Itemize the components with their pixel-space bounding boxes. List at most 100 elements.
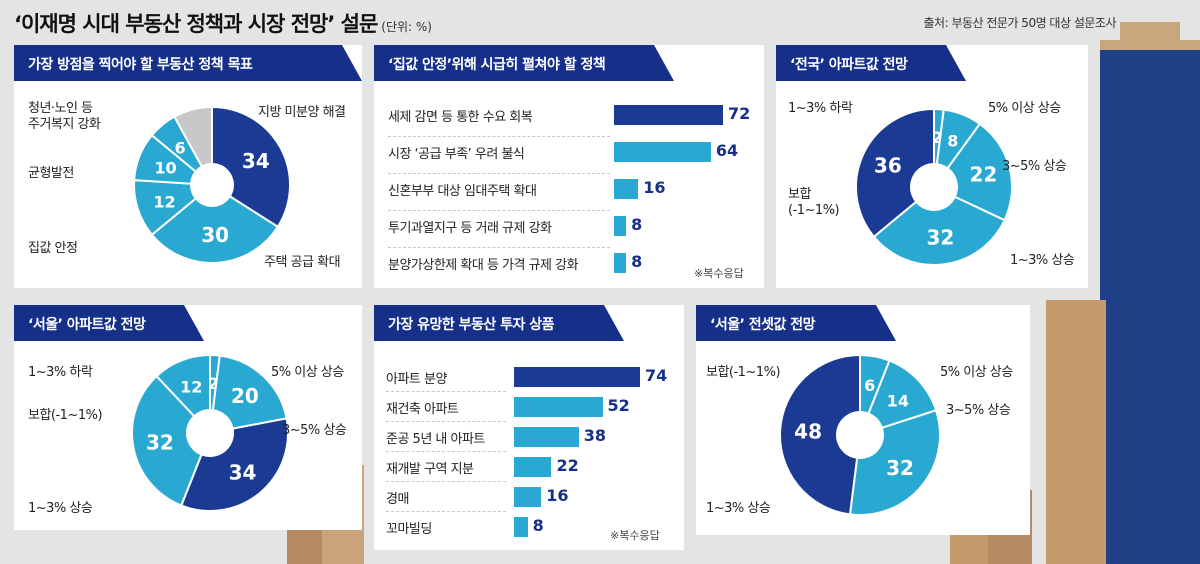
- pie-chart-policy-goal: 34 30 12 10 6: [133, 105, 291, 264]
- pie-value-label: 32: [146, 431, 174, 455]
- panel-investment: 가장 유망한 부동산 투자 상품 아파트 분양 74 재건축 아파트 52 준공 5년 …: [374, 305, 684, 550]
- panel-policy-goal: 가장 방점을 찍어야 할 부동산 정책 목표 34 30 12 10 6 청년·노인 등…: [14, 45, 362, 288]
- pie-chart-seoul-apt: 2 20 34 32 12: [131, 353, 289, 512]
- bar-value-label: 74: [645, 366, 668, 385]
- donut-hole: [836, 411, 884, 459]
- bar-category-label: 세제 감면 등 통한 수요 회복: [388, 110, 533, 125]
- label-price-stable: 집값 안정: [28, 241, 78, 256]
- bar: [514, 367, 640, 387]
- bar: [514, 517, 528, 537]
- label-up5: 5% 이상 상승: [940, 365, 1013, 380]
- pie-value-label: 6: [864, 376, 875, 395]
- panel-title: ‘서울’ 전셋값 전망: [696, 305, 896, 341]
- bar-separator: [386, 511, 506, 512]
- pie-value-label: 2: [932, 128, 943, 147]
- pie-value-label: 32: [926, 226, 954, 250]
- pie-slice: [872, 185, 1006, 266]
- donut-hole: [186, 409, 234, 457]
- bar-value-label: 8: [532, 516, 544, 535]
- pie-value-label: 30: [201, 223, 229, 247]
- pie-value-label: 48: [794, 420, 822, 444]
- label-up13: 1~3% 상승: [706, 501, 771, 516]
- label-up13: 1~3% 상승: [28, 501, 93, 516]
- label-flat: 보합(-1~1%): [706, 365, 781, 380]
- pie-value-label: 34: [229, 460, 257, 484]
- bar: [614, 179, 639, 199]
- label-flat-line2: (-1~1%): [788, 203, 840, 219]
- pie-value-label: 32: [886, 456, 914, 480]
- pie-chart-seoul-jeonse: 6 14 32 48: [779, 353, 941, 516]
- bar-value-label: 8: [631, 252, 643, 271]
- bar-separator: [388, 136, 610, 137]
- page-title: ‘이재명 시대 부동산 정책과 시장 전망’ 설문 (단위: %): [14, 8, 432, 38]
- bar-category-label: 꼬마빌딩: [386, 522, 432, 537]
- bar-value-label: 22: [556, 456, 579, 475]
- panel-title: ‘서울’ 아파트값 전망: [14, 305, 204, 341]
- pie-slice: [131, 374, 212, 507]
- panel-national-apt: ‘전국’ 아파트값 전망 2 8 22 32 36 1~3% 하락 5% 이상 상승 3…: [776, 45, 1088, 288]
- bar-separator: [388, 210, 610, 211]
- bar-value-label: 38: [583, 426, 606, 445]
- donut-hole: [910, 163, 958, 211]
- bar-category-label: 재개발 구역 지분: [386, 462, 474, 477]
- bar: [614, 142, 711, 162]
- bar: [614, 253, 627, 273]
- pie-slice: [779, 353, 861, 516]
- pie-value-label: 12: [180, 378, 202, 397]
- bar: [614, 216, 627, 236]
- pie-value-label: 12: [153, 192, 175, 211]
- panel-seoul-apt: ‘서울’ 아파트값 전망 2 20 34 32 12 1~3% 하락 보합(-1~1%)…: [14, 305, 362, 530]
- panel-urgent-policy: ‘집값 안정’위해 시급히 펼쳐야 할 정책 세제 감면 등 통한 수요 회복 7…: [374, 45, 764, 288]
- panel-title: 가장 방점을 찍어야 할 부동산 정책 목표: [14, 45, 362, 81]
- bar-category-label: 경매: [386, 492, 409, 507]
- bar-value-label: 72: [727, 104, 751, 123]
- pie-slice: [208, 354, 288, 435]
- bar-separator: [388, 173, 610, 174]
- bar: [514, 487, 542, 507]
- label-down: 1~3% 하락: [788, 101, 853, 116]
- pie-slice: [855, 107, 935, 239]
- bar-value-label: 8: [631, 215, 643, 234]
- bar-category-label: 분양가상한제 확대 등 가격 규제 강화: [388, 258, 579, 273]
- label-up5: 5% 이상 상승: [988, 101, 1061, 116]
- pie-value-label: 6: [175, 138, 186, 157]
- label-up13: 1~3% 상승: [1010, 253, 1075, 268]
- bar-value-label: 64: [715, 141, 739, 160]
- bar-separator: [386, 481, 506, 482]
- bar-separator: [388, 247, 610, 248]
- donut-hole: [190, 163, 234, 207]
- bar-value-label: 16: [546, 486, 569, 505]
- bar-value-label: 16: [643, 178, 666, 197]
- pie-value-label: 22: [969, 162, 997, 186]
- pie-chart-national-apt: 2 8 22 32 36: [855, 107, 1013, 266]
- unit-label: (단위: %): [381, 20, 432, 34]
- pie-slice: [150, 183, 280, 264]
- tall-tower: [1100, 22, 1200, 564]
- label-balanced: 균형발전: [28, 166, 74, 181]
- mid-tower: [1046, 300, 1106, 564]
- panel-title: ‘집값 안정’위해 시급히 펼쳐야 할 정책: [374, 45, 674, 81]
- bar-category-label: 시장 ‘공급 부족’ 우려 불식: [388, 147, 525, 162]
- bar-category-label: 신혼부부 대상 임대주택 확대: [388, 184, 537, 199]
- pie-value-label: 8: [947, 132, 958, 151]
- label-supply: 주택 공급 확대: [264, 255, 341, 270]
- bar: [514, 457, 552, 477]
- pie-value-label: 20: [231, 384, 259, 408]
- bar-separator: [386, 421, 506, 422]
- bar-separator: [386, 391, 506, 392]
- label-up35: 3~5% 상승: [282, 423, 347, 438]
- panel-title: 가장 유망한 부동산 투자 상품: [374, 305, 624, 341]
- footnote: ※복수응답: [694, 267, 744, 280]
- bar-category-label: 준공 5년 내 아파트: [386, 432, 485, 447]
- bar: [514, 397, 603, 417]
- label-flat-line1: 보합: [788, 187, 811, 202]
- bar: [614, 105, 723, 125]
- bar-category-label: 투기과열지구 등 거래 규제 강화: [388, 221, 552, 236]
- pie-value-label: 14: [887, 391, 909, 410]
- bar-value-label: 52: [607, 396, 630, 415]
- label-welfare: 청년·노인 등 주거복지 강화: [28, 101, 101, 134]
- label-welfare-line1: 청년·노인 등: [28, 101, 93, 116]
- bar-category-label: 아파트 분양: [386, 372, 447, 387]
- pie-value-label: 36: [874, 153, 902, 177]
- label-up5: 5% 이상 상승: [271, 365, 344, 380]
